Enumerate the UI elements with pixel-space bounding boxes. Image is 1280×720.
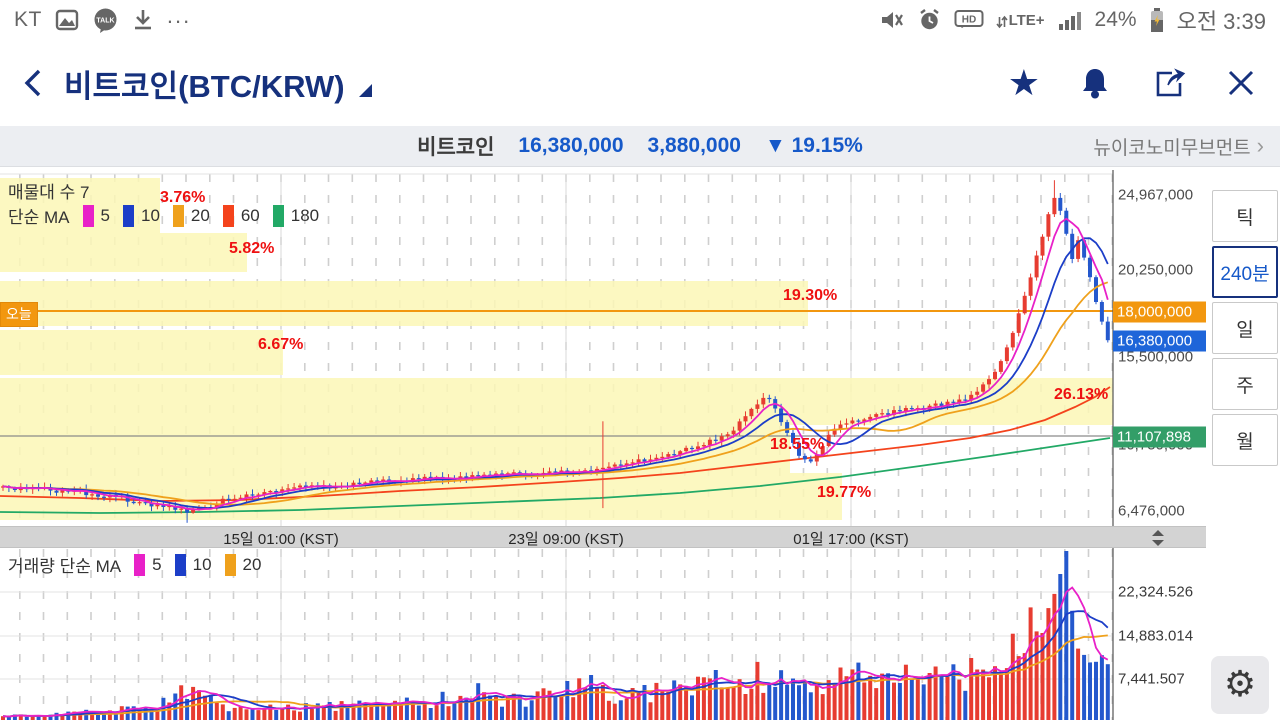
ma-period-label: 180 [290, 205, 320, 225]
volume-axis-label: 22,324.526 [1118, 583, 1194, 601]
resize-arrows-icon [1152, 530, 1164, 546]
favorite-star-icon[interactable]: ★ [1007, 62, 1040, 103]
y-axis-price-badge: 16,380,000 [1113, 330, 1206, 352]
page-title: 비트코인(BTC/KRW) [64, 68, 345, 104]
back-button[interactable] [20, 63, 46, 103]
chart-settings-button[interactable]: ⚙ [1211, 656, 1269, 714]
volume-axis-label: 7,441.507 [1118, 670, 1185, 688]
interval-button-2[interactable]: 240분 [1212, 246, 1278, 298]
ma-period-label: 60 [240, 205, 260, 225]
volume-profile-percent-label: 5.82% [229, 240, 275, 257]
volume-profile-legend: 매물대 수 7 [8, 183, 90, 202]
ma-swatch-5 [82, 204, 94, 227]
ma-period-label: 20 [242, 554, 262, 574]
ma-swatch-60 [222, 204, 234, 227]
coin-name: 비트코인 [417, 136, 495, 159]
ma-swatch-20 [224, 553, 236, 576]
interval-button-4[interactable]: 주 [1212, 358, 1278, 410]
carrier-label: KT [14, 8, 42, 31]
interval-button-1[interactable]: 틱 [1212, 190, 1278, 242]
kakaotalk-icon: TALK [94, 8, 117, 33]
dropdown-caret-icon [358, 83, 372, 97]
today-badge: 오늘 [0, 302, 38, 327]
status-more-icon: ... [166, 3, 192, 28]
clock-time: 오전 3:39 [1176, 9, 1266, 34]
ma-swatch-180 [272, 204, 284, 227]
pane-resize-handle[interactable] [1143, 528, 1173, 548]
alarm-icon [919, 9, 939, 30]
ma-period-label: 5 [152, 554, 162, 574]
close-icon[interactable] [1224, 66, 1258, 100]
volume-ma-legend: 거래량 단순 MA 5 10 20 [8, 553, 262, 576]
download-icon [134, 10, 151, 30]
share-icon[interactable] [1150, 65, 1186, 101]
market-link[interactable]: 뉴이코노미무브먼트 › [1093, 133, 1264, 159]
volume-profile-percent-label: 6.67% [258, 336, 304, 353]
change-percent: ▼ 19.15% [764, 134, 863, 157]
volume-profile-percent-label: 19.30% [783, 287, 838, 304]
signal-icon [1058, 12, 1081, 30]
y-axis-label: 20,250,000 [1118, 261, 1194, 279]
volume-profile-percent-label: 18.55% [770, 436, 825, 453]
battery-percent: 24% [1094, 8, 1137, 31]
x-axis-time-label: 01일 17:00 (KST) [793, 531, 909, 548]
current-price: 16,380,000 [518, 134, 624, 157]
y-axis-price-badge: 11,107,898 [1113, 426, 1206, 448]
mute-icon [881, 12, 903, 28]
ma-legend: 단순 MA 5 10 20 60 180 [8, 204, 320, 227]
change-amount: 3,880,000 [647, 134, 741, 157]
volume-profile-percent-label: 3.76% [160, 189, 206, 206]
alert-bell-icon[interactable] [1078, 65, 1112, 101]
x-axis-time-label: 15일 01:00 (KST) [223, 531, 339, 548]
ma-period-label: 10 [140, 205, 160, 225]
ma-period-label: 10 [192, 554, 212, 574]
interval-button-5[interactable]: 월 [1212, 414, 1278, 466]
ma-period-label: 5 [100, 205, 110, 225]
svg-text:HD: HD [961, 15, 975, 26]
ticker-bar: 비트코인 16,380,000 3,880,000 ▼ 19.15% 뉴이코노미… [0, 126, 1280, 167]
ma-period-label: 20 [190, 205, 210, 225]
y-axis-label: 15,500,000 [1118, 348, 1194, 366]
chevron-right-icon: › [1256, 133, 1264, 158]
header-bar: 비트코인(BTC/KRW) ★ [0, 40, 1280, 126]
volume-profile-percent-label: 19.77% [817, 484, 872, 501]
ma-swatch-5 [134, 553, 146, 576]
down-arrow-icon: ▼ [764, 134, 786, 157]
lte-icon: LTE+ [995, 9, 1045, 31]
symbol-selector[interactable]: 비트코인(BTC/KRW) [64, 61, 372, 106]
ma-swatch-20 [172, 204, 184, 227]
volume-profile-percent-label: 26.13% [1054, 386, 1109, 403]
svg-text:TALK: TALK [96, 17, 114, 24]
ma-swatch-10 [122, 204, 134, 227]
y-axis-label: 24,967,000 [1118, 186, 1194, 204]
x-axis-band: 15일 01:00 (KST) 23일 09:00 (KST) 01일 17:00 … [0, 526, 1206, 548]
interval-button-3[interactable]: 일 [1212, 302, 1278, 354]
hd-icon: HD [954, 10, 984, 28]
x-axis-time-label: 23일 09:00 (KST) [508, 531, 624, 548]
volume-axis-label: 14,883.014 [1118, 627, 1194, 645]
gallery-icon [55, 9, 79, 31]
y-axis-label: 6,476,000 [1118, 502, 1185, 520]
ma-swatch-10 [174, 553, 186, 576]
battery-icon [1150, 8, 1163, 32]
status-bar: KT TALK ... HD LTE+ 24% 오전 3:39 [0, 0, 1280, 40]
gear-icon: ⚙ [1223, 664, 1257, 705]
y-axis-price-badge: 18,000,000 [1113, 301, 1206, 323]
